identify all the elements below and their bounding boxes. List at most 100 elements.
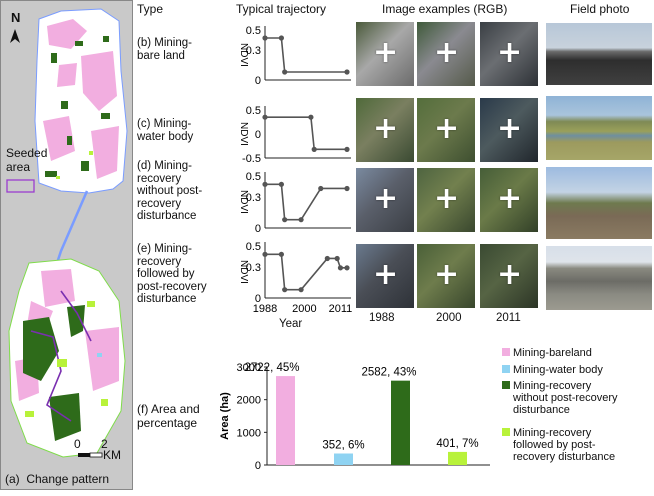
target-cross-icon: + xyxy=(434,181,460,216)
ndvi-axis-label: NDVI xyxy=(238,43,249,67)
target-cross-icon: + xyxy=(497,257,523,292)
header-trajectory: Typical trajectory xyxy=(236,2,327,16)
target-cross-icon: + xyxy=(373,35,399,70)
scale-two: 2 xyxy=(101,437,108,451)
scale-zero: 0 xyxy=(74,437,81,451)
trajectory-point xyxy=(278,251,284,257)
type-label-recovery-no-disturbance: (d) Mining- recovery without post- recov… xyxy=(137,160,203,222)
target-cross-icon: + xyxy=(434,111,460,146)
field-photo-recovery-with-disturbance xyxy=(546,246,652,310)
bar-1 xyxy=(334,453,353,465)
image-example-r2-c0: + xyxy=(356,168,414,232)
ndvi-axis-label: NDVI xyxy=(238,260,249,284)
trajectory-point xyxy=(344,146,350,152)
image-example-r3-c0: + xyxy=(356,244,414,308)
legend-label: Mining-bareland xyxy=(513,347,592,359)
area-bar-chart: 3000 2000 1000 0 Area (ha) 2722, 45% 352, 6% 25… xyxy=(219,362,490,472)
trajectory-point xyxy=(282,287,288,293)
image-example-r1-c0: + xyxy=(356,98,414,162)
bar-ytick-label: 3000 xyxy=(237,362,261,374)
trajectory-panel-2: 0.5 0.3 0 NDVI xyxy=(238,171,351,235)
ytick-label: 0.3 xyxy=(246,262,261,274)
trajectory-point xyxy=(262,181,268,187)
trajectory-point xyxy=(344,185,350,192)
image-year-1988: 1988 xyxy=(369,312,395,324)
bar-3 xyxy=(448,451,467,465)
target-cross-icon: + xyxy=(497,111,523,146)
trajectory-point xyxy=(334,255,340,262)
image-example-r2-c2: + xyxy=(480,168,538,232)
trajectory-point xyxy=(311,146,317,152)
target-cross-icon: + xyxy=(373,111,399,146)
map-graphic xyxy=(6,8,128,458)
image-year-2011: 2011 xyxy=(496,312,521,324)
xtick-label: 1988 xyxy=(253,303,277,315)
ytick-label: 0.3 xyxy=(246,192,261,204)
image-example-r2-c1: + xyxy=(417,168,475,232)
type-label-recovery-with-disturbance: (e) Mining- recovery followed by post-re… xyxy=(137,243,207,305)
ndvi-axis-label: NDVI xyxy=(238,122,249,146)
target-cross-icon: + xyxy=(434,35,460,70)
image-example-r0-c0: + xyxy=(356,22,414,86)
trajectory-point xyxy=(308,114,314,120)
north-label: N xyxy=(11,10,21,25)
header-type: Type xyxy=(137,2,164,16)
legend-item-0: Mining-bareland xyxy=(502,347,592,359)
trajectory-line xyxy=(265,183,347,221)
trajectory-panel-0: 0.5 0.3 0 NDVI xyxy=(238,25,351,87)
trajectory-point xyxy=(324,255,330,262)
image-example-r3-c1: + xyxy=(417,244,475,308)
trajectory-panel-1: 0.5 0 -0.5 NDVI xyxy=(238,105,351,165)
legend-swatch xyxy=(502,428,510,436)
bar-ytick-label: 0 xyxy=(255,460,261,472)
bar-data-label: 401, 7% xyxy=(436,438,478,450)
legend-label: Mining-recovery without post-recovery di… xyxy=(513,380,618,416)
target-cross-icon: + xyxy=(497,35,523,70)
trajectory-point xyxy=(298,287,304,293)
bar-data-label: 2582, 43% xyxy=(362,367,417,379)
legend-item-3: Mining-recovery followed by post- recove… xyxy=(502,427,615,463)
legend-swatch xyxy=(502,381,510,389)
bar-data-label: 352, 6% xyxy=(322,440,364,452)
ndvi-axis-label: NDVI xyxy=(238,190,249,214)
target-cross-icon: + xyxy=(497,181,523,216)
ytick-label: 0 xyxy=(255,223,261,235)
image-example-r3-c2: + xyxy=(480,244,538,308)
trajectory-point xyxy=(344,69,350,75)
trajectory-point xyxy=(337,265,344,271)
trajectory-panel-3: 0.5 0.3 0 NDVI 1988 2000 2011 xyxy=(238,241,352,315)
xtick-label: 2011 xyxy=(329,303,353,315)
ytick-label: 0.5 xyxy=(246,25,261,37)
trajectory-point xyxy=(282,69,288,75)
ytick-label: 0.5 xyxy=(246,105,261,117)
trajectory-line xyxy=(265,116,347,151)
trajectory-point xyxy=(262,114,268,120)
ytick-label: 0.5 xyxy=(246,241,261,253)
bar-0 xyxy=(276,376,295,465)
ytick-label: -0.5 xyxy=(242,153,261,165)
target-cross-icon: + xyxy=(373,257,399,292)
trajectory-point xyxy=(262,35,268,41)
trajectory-point xyxy=(278,35,284,41)
ytick-label: 0 xyxy=(255,129,261,141)
header-images: Image examples (RGB) xyxy=(382,2,508,16)
legend-item-1: Mining-water body xyxy=(502,364,603,376)
field-photo-recovery-no-disturbance xyxy=(546,167,652,239)
seeded-area-label: Seeded area xyxy=(6,146,48,174)
ytick-label: 0.3 xyxy=(246,45,261,57)
field-photo-water-body xyxy=(546,96,652,160)
ytick-label: 0 xyxy=(255,293,261,305)
image-example-r0-c1: + xyxy=(417,22,475,86)
field-photo-bare-land xyxy=(546,23,652,85)
bar-ytick-label: 1000 xyxy=(237,427,261,439)
trajectory-point xyxy=(318,185,324,192)
trajectory-plots: 0.5 0.3 0 NDVI 0.5 0 -0.5 NDVI 0.5 0.3 0 NDVI 0.5 0.3… xyxy=(238,25,352,315)
trajectory-line xyxy=(265,37,347,73)
trajectory-line xyxy=(265,253,347,291)
image-year-2000: 2000 xyxy=(436,312,462,324)
legend-swatch xyxy=(502,348,510,356)
target-cross-icon: + xyxy=(434,257,460,292)
trajectory-point xyxy=(298,217,304,223)
trajectory-point xyxy=(282,217,288,223)
map-caption: (a) Change pattern xyxy=(5,472,110,486)
